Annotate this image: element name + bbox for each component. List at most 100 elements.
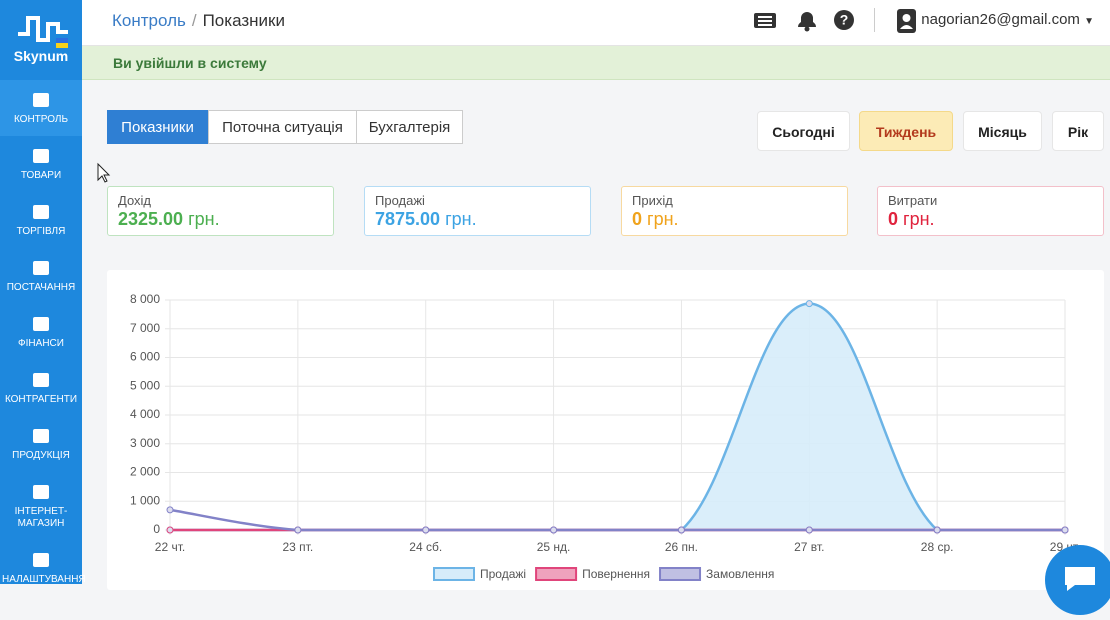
- line: [169, 508, 1065, 532]
- y-tick-label: 3 000: [130, 436, 160, 450]
- stat-unit: грн.: [647, 209, 679, 229]
- y-tick-label: 1 000: [130, 493, 160, 507]
- stat-label: Дохід: [118, 193, 152, 208]
- point: [422, 526, 430, 534]
- x-tick-label: 25 нд.: [537, 540, 571, 554]
- chat-icon: [1065, 567, 1095, 591]
- stat-number: 2325.00: [118, 209, 184, 229]
- nav-item[interactable]: ПРОДУКЦІЯ: [0, 416, 82, 472]
- point: [166, 506, 174, 514]
- legend-label: Замовлення: [706, 567, 774, 581]
- stat-value: 0 грн.: [888, 209, 1093, 230]
- x-tick-label: 22 чт.: [155, 540, 185, 554]
- point: [294, 526, 302, 534]
- x-tick-label: 23 пт.: [283, 540, 314, 554]
- user-menu[interactable]: nagorian26@gmail.com ▼: [921, 11, 1094, 28]
- period[interactable]: Сьогодні: [757, 111, 850, 151]
- nav-item[interactable]: ФІНАНСИ: [0, 304, 82, 360]
- nav-item[interactable]: КОНТРАГЕНТИ: [0, 360, 82, 416]
- stat-number: 0: [632, 209, 643, 229]
- stat-value: 2325.00 грн.: [118, 209, 323, 230]
- point: [550, 526, 558, 534]
- user-email: nagorian26@gmail.com: [921, 11, 1080, 28]
- stat-unit: грн.: [445, 209, 477, 229]
- stat-number: 7875.00: [375, 209, 441, 229]
- point: [805, 526, 813, 534]
- y-tick-label: 0: [153, 522, 160, 536]
- y-tick-label: 2 000: [130, 465, 160, 479]
- period[interactable]: Рік: [1052, 111, 1104, 151]
- y-tick-label: 8 000: [130, 292, 160, 306]
- nav-item[interactable]: ТОРГІВЛЯ: [0, 192, 82, 248]
- nav-label: КОНТРАГЕНТИ: [4, 394, 78, 405]
- breadcrumb-link[interactable]: Контроль: [112, 11, 186, 30]
- stat-card: Дохід 2325.00 грн.: [107, 186, 334, 236]
- stat-unit: грн.: [188, 209, 220, 229]
- y-tick-label: 4 000: [130, 407, 160, 421]
- alert: Ви увійшли в систему: [82, 46, 1110, 80]
- y-tick-label: 5 000: [130, 378, 160, 392]
- x-tick-label: 26 пн.: [665, 540, 698, 554]
- logo: [18, 16, 68, 48]
- nav-icon: [33, 429, 49, 443]
- y-tick-label: 6 000: [130, 350, 160, 364]
- point: [166, 526, 174, 534]
- nav-icon: [33, 317, 49, 331]
- header: Контроль / Показники ? nagorian26@gmail.co…: [82, 0, 1110, 46]
- point: [1061, 526, 1069, 534]
- nav-item[interactable]: ПОСТАЧАННЯ: [0, 248, 82, 304]
- stat-label: Прихід: [632, 193, 673, 208]
- nav-label: КОНТРОЛЬ: [13, 114, 69, 125]
- stat-unit: грн.: [903, 209, 935, 229]
- header-icons: ?: [754, 8, 875, 32]
- chart: 0 1 000 2 000 3 000 4 000 5 000 6 000 7 000 8 00…: [130, 292, 1080, 581]
- line: [170, 302, 1065, 532]
- nav-label: ФІНАНСИ: [18, 338, 64, 349]
- legend-swatch: [535, 567, 578, 581]
- brand: Skynum: [13, 48, 69, 64]
- stat-number: 0: [888, 209, 899, 229]
- tab[interactable]: Бухгалтерія: [356, 110, 463, 144]
- nav-icon: [33, 373, 49, 387]
- nav-icon: [33, 205, 49, 219]
- legend-label: Повернення: [582, 567, 650, 581]
- svg-text:?: ?: [840, 12, 849, 28]
- bell-icon[interactable]: [798, 12, 816, 32]
- nav-label: ТОРГІВЛЯ: [16, 226, 66, 237]
- chat-button[interactable]: [1045, 545, 1110, 615]
- stat-value: 0 грн.: [632, 209, 837, 230]
- nav-label: ПОСТАЧАННЯ: [6, 282, 76, 293]
- nav-label: ТОВАРИ: [20, 170, 62, 181]
- nav-item[interactable]: ІНТЕРНЕТ-МАГАЗИН: [0, 472, 82, 529]
- stat-card: Витрати 0 грн.: [877, 186, 1104, 236]
- cursor: [97, 162, 111, 183]
- tab[interactable]: Поточна ситуація: [208, 110, 357, 144]
- breadcrumb-separator: /: [191, 11, 197, 30]
- help-icon[interactable]: ?: [834, 10, 854, 30]
- x-tick-label: 27 вт.: [794, 540, 824, 554]
- nav-icon: [33, 93, 49, 107]
- nav-label: НАЛАШТУВАННЯ: [2, 574, 86, 585]
- nav-item[interactable]: ТОВАРИ: [0, 136, 82, 192]
- y-tick-label: 7 000: [130, 321, 160, 335]
- news-icon[interactable]: [754, 13, 776, 28]
- area: [170, 303, 1065, 530]
- nav-item[interactable]: КОНТРОЛЬ: [0, 80, 82, 136]
- tab[interactable]: Показники: [107, 110, 208, 144]
- period[interactable]: Місяць: [963, 111, 1042, 151]
- point: [805, 300, 813, 308]
- stat-label: Продажі: [375, 193, 425, 208]
- period[interactable]: Тиждень: [859, 111, 953, 151]
- stat-label: Витрати: [888, 193, 938, 208]
- point: [933, 526, 941, 534]
- nav-item[interactable]: НАЛАШТУВАННЯ: [0, 540, 86, 596]
- nav-label: ПРОДУКЦІЯ: [12, 450, 70, 461]
- nav-icon: [33, 149, 49, 163]
- user-icon: [897, 9, 916, 33]
- chart-card: 0 1 000 2 000 3 000 4 000 5 000 6 000 7 000 8 00…: [107, 270, 1104, 590]
- x-tick-label: 28 ср.: [921, 540, 954, 554]
- nav-icon: [33, 553, 49, 567]
- nav-icon: [33, 261, 49, 275]
- legend-swatch: [433, 567, 475, 581]
